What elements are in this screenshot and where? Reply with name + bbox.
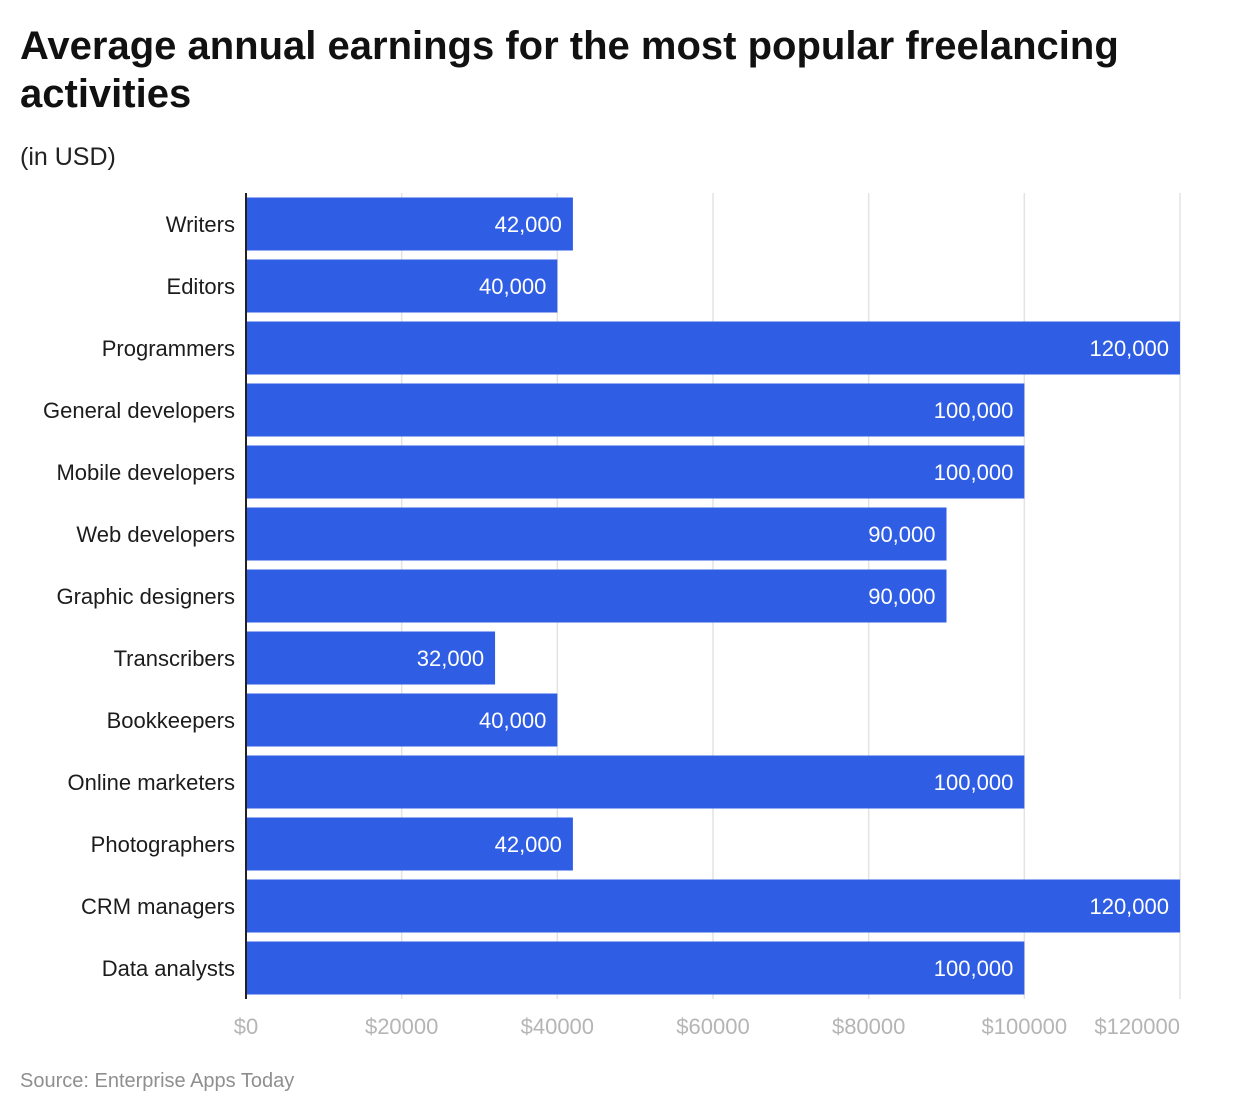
bar — [246, 445, 1025, 499]
value-label: 100,000 — [934, 956, 1014, 981]
category-label: Graphic designers — [56, 584, 235, 609]
value-label: 90,000 — [868, 584, 935, 609]
category-label: CRM managers — [81, 894, 235, 919]
category-label: Web developers — [76, 522, 235, 547]
bar — [246, 321, 1180, 375]
x-tick-label: $80000 — [832, 1014, 905, 1039]
x-tick-label: $20000 — [365, 1014, 438, 1039]
category-label: General developers — [43, 398, 235, 423]
category-label: Programmers — [102, 336, 235, 361]
category-label: Photographers — [91, 832, 235, 857]
category-label: Bookkeepers — [107, 708, 235, 733]
source-note: Source: Enterprise Apps Today — [20, 1070, 295, 1092]
bar — [246, 569, 947, 623]
bar — [246, 941, 1025, 995]
bar — [246, 507, 947, 561]
value-label: 32,000 — [417, 646, 484, 671]
value-label: 90,000 — [868, 522, 935, 547]
value-label: 42,000 — [495, 212, 562, 237]
value-label: 42,000 — [495, 832, 562, 857]
value-label: 120,000 — [1089, 336, 1169, 361]
category-label: Transcribers — [114, 646, 235, 671]
x-tick-label: $100000 — [982, 1014, 1068, 1039]
x-tick-label: $60000 — [676, 1014, 749, 1039]
bar — [246, 383, 1025, 437]
x-tick-label: $40000 — [521, 1014, 594, 1039]
chart-title: Average annual earnings for the most pop… — [20, 24, 1119, 116]
category-label: Data analysts — [102, 956, 235, 981]
x-tick-label: $0 — [234, 1014, 258, 1039]
bar-chart: Writers 42,000 Editors 40,000 Programmers 120… — [43, 193, 1181, 1039]
value-label: 40,000 — [479, 274, 546, 299]
category-label: Writers — [166, 212, 235, 237]
x-tick-label: $120000 — [1094, 1014, 1180, 1039]
bars: Writers 42,000 Editors 40,000 Programmers 120… — [43, 197, 1180, 995]
chart-subtitle: (in USD) — [20, 143, 116, 171]
value-label: 100,000 — [934, 398, 1014, 423]
value-label: 120,000 — [1089, 894, 1169, 919]
value-label: 40,000 — [479, 708, 546, 733]
value-label: 100,000 — [934, 460, 1014, 485]
bar — [246, 755, 1025, 809]
bar — [246, 693, 558, 747]
bar — [246, 631, 496, 685]
category-label: Mobile developers — [56, 460, 235, 485]
category-label: Editors — [167, 274, 235, 299]
value-label: 100,000 — [934, 770, 1014, 795]
category-label: Online marketers — [67, 770, 235, 795]
bar — [246, 817, 573, 871]
bar — [246, 259, 558, 313]
x-axis-ticks: $0 $20000 $40000 $60000 $80000 $100000 $120000 — [234, 1014, 1180, 1039]
bar — [246, 197, 573, 251]
bar — [246, 879, 1180, 933]
